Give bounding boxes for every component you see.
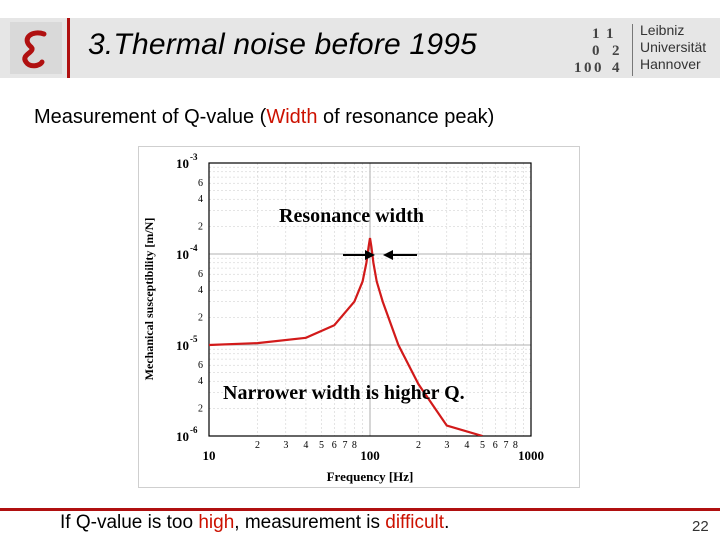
chart-panel: 10 100 1000 2 3 4 5 6 7 8 2 3 4 5 6 7 8 10 -3 10 -4 10 -5 10 -6 6… xyxy=(138,146,580,488)
university-line: Universität xyxy=(640,39,707,55)
logo-digit: 2 xyxy=(612,43,620,59)
plot-frame xyxy=(208,162,532,437)
page-number: 22 xyxy=(692,518,709,535)
subtitle-suffix: of resonance peak) xyxy=(317,106,495,128)
x-axis-label: Frequency [Hz] xyxy=(327,469,414,484)
footer-middle: , measurement is xyxy=(234,512,386,533)
y-axis-label: Mechanical susceptibility [m/N] xyxy=(142,218,156,381)
chart-grid xyxy=(208,163,531,437)
annotation-narrower-width: Narrower width is higher Q. xyxy=(223,382,465,404)
subtitle-highlight: Width xyxy=(266,106,318,128)
x-minor-tick-label: 6 xyxy=(332,440,337,451)
logo-digit: 1 xyxy=(606,26,614,42)
x-minor-tick-label: 6 xyxy=(493,440,498,451)
footer-prefix: If Q-value is too xyxy=(60,512,199,533)
logo-digit: 1 xyxy=(592,26,600,42)
y-tick-exponent: -5 xyxy=(190,334,198,344)
footer-suffix: . xyxy=(444,512,450,533)
footer-divider xyxy=(0,508,720,511)
x-tick-label: 1000 xyxy=(518,448,544,463)
x-minor-tick-label: 7 xyxy=(343,440,348,451)
y-minor-tick-label: 6 xyxy=(198,360,203,371)
x-minor-tick-label: 8 xyxy=(352,440,357,451)
x-minor-tick-label: 5 xyxy=(480,440,485,451)
university-line: Leibniz xyxy=(640,22,685,38)
y-minor-tick-label: 6 xyxy=(198,269,203,280)
y-minor-tick-label: 4 xyxy=(198,194,203,205)
x-tick-label: 10 xyxy=(203,448,216,463)
y-minor-tick-label: 4 xyxy=(198,376,203,387)
arrow-left-icon xyxy=(343,250,375,260)
luh-logo-icon: 1 1 0 2 1 0 0 4 xyxy=(574,26,620,76)
y-tick-label: 10 xyxy=(176,247,189,262)
x-minor-tick-label: 3 xyxy=(444,440,449,451)
university-name: Leibniz Universität Hannover xyxy=(640,22,706,73)
logo-digit: 0 xyxy=(592,43,600,59)
header-band xyxy=(0,18,720,78)
logo-divider xyxy=(632,24,633,76)
slide-subtitle: Measurement of Q-value (Width of resonan… xyxy=(34,106,494,129)
y-tick-exponent: -3 xyxy=(190,152,198,162)
y-minor-tick-label: 4 xyxy=(198,285,203,296)
university-line: Hannover xyxy=(640,56,701,72)
footer-statement: If Q-value is too high, measurement is d… xyxy=(60,512,449,534)
x-minor-tick-label: 2 xyxy=(255,440,260,451)
x-minor-tick-label: 5 xyxy=(319,440,324,451)
subtitle-prefix: Measurement of Q-value ( xyxy=(34,106,267,128)
logo-digit: 0 xyxy=(584,60,592,76)
header-divider xyxy=(67,18,70,78)
x-minor-tick-label: 3 xyxy=(283,440,288,451)
data-series-line xyxy=(209,237,483,436)
y-minor-tick-label: 2 xyxy=(198,222,203,233)
y-minor-tick-label: 6 xyxy=(198,178,203,189)
footer-highlight-difficult: difficult xyxy=(385,512,445,533)
x-minor-tick-label: 2 xyxy=(416,440,421,451)
x-tick-label: 100 xyxy=(360,448,380,463)
annotation-resonance-width: Resonance width xyxy=(279,205,424,227)
x-minor-tick-label: 4 xyxy=(464,440,469,451)
x-minor-tick-label: 4 xyxy=(303,440,308,451)
y-tick-exponent: -6 xyxy=(190,425,198,435)
footer-highlight-high: high xyxy=(198,512,235,533)
x-minor-tick-label: 7 xyxy=(504,440,509,451)
logo-digit: 0 xyxy=(594,60,602,76)
x-minor-tick-label: 8 xyxy=(513,440,518,451)
institute-logo xyxy=(10,22,62,74)
y-tick-label: 10 xyxy=(176,338,189,353)
logo-digit: 4 xyxy=(612,60,620,76)
y-tick-label: 10 xyxy=(176,429,189,444)
logo-digit: 1 xyxy=(574,60,582,76)
slide-title: 3.Thermal noise before 1995 xyxy=(88,28,477,61)
y-minor-tick-label: 2 xyxy=(198,404,203,415)
y-tick-label: 10 xyxy=(176,156,189,171)
arrow-right-icon xyxy=(383,250,417,260)
y-tick-exponent: -4 xyxy=(190,243,198,253)
y-minor-tick-label: 2 xyxy=(198,313,203,324)
